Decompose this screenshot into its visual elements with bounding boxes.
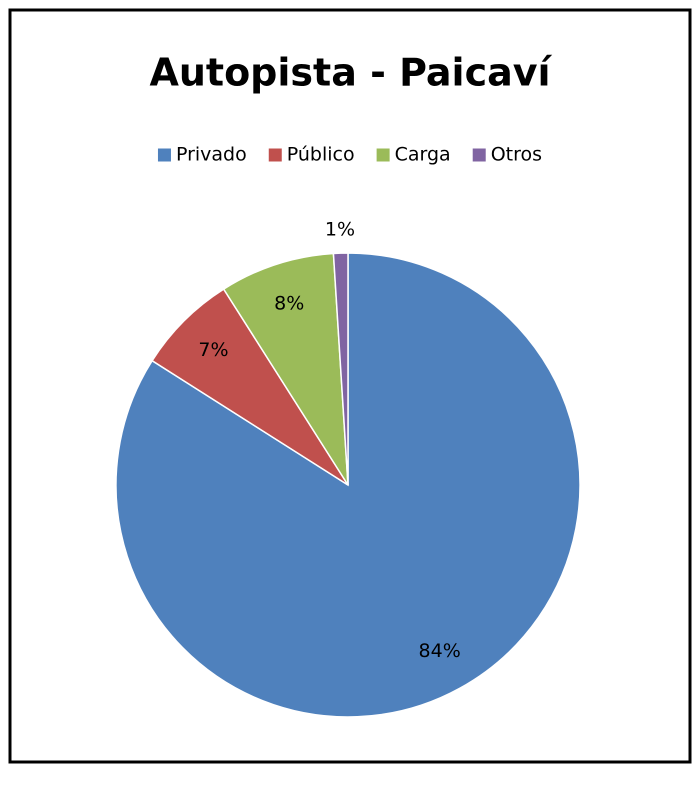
data-labels: 84% 7% 8% 1% — [198, 218, 460, 662]
legend-swatch — [157, 148, 171, 162]
pie — [115, 252, 581, 718]
legend-swatch — [472, 148, 486, 162]
legend-swatch — [376, 148, 390, 162]
legend-swatch — [268, 148, 282, 162]
legend-label: Privado — [176, 144, 247, 166]
legend-label: Otros — [491, 144, 542, 166]
chart-title: Autopista - Paicaví — [149, 51, 552, 95]
legend: Privado Público Carga Otros — [157, 144, 542, 166]
pie-slice — [332, 252, 349, 486]
data-label: 1% — [325, 218, 355, 240]
legend-label: Carga — [395, 144, 451, 166]
pie-slice — [151, 288, 349, 486]
pie-slice — [222, 252, 349, 486]
legend-label: Público — [287, 144, 355, 166]
data-label: 8% — [274, 293, 304, 315]
data-label: 84% — [419, 640, 461, 662]
data-label: 7% — [198, 339, 228, 361]
